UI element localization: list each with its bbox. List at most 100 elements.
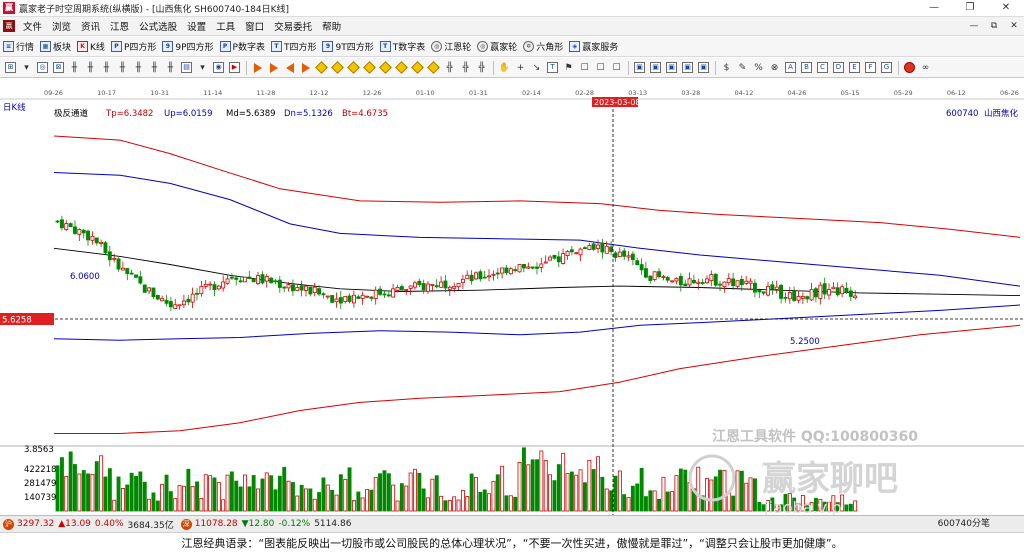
grid-3-icon[interactable]: ╬ [478,62,485,73]
window-4-icon[interactable]: ▣ [680,60,695,75]
draw-tool-19-icon[interactable]: C [815,60,830,75]
marker-3-icon[interactable] [346,60,361,75]
last-bar-icon[interactable] [266,60,281,75]
p-square-icon: P [110,41,122,52]
maximize-button[interactable]: ❐ [965,2,975,13]
window-3-icon[interactable]: ▣ [664,60,679,75]
draw-tool-15-icon[interactable]: ☐ [612,62,621,73]
draw-tool-1-icon[interactable]: ◎ [35,60,50,75]
window-2-icon[interactable]: ▣ [648,60,663,75]
draw-tool-4-icon[interactable]: ╫ [87,62,94,73]
volume-bar [792,497,797,512]
menu-formula[interactable]: 公式选股 [139,22,178,33]
draw-tool-18-icon[interactable]: B [799,60,814,75]
marker-6-icon[interactable] [394,60,409,75]
menu-settings[interactable]: 设置 [187,22,207,33]
hand-icon[interactable]: ✋ [498,62,511,73]
toolbar-label: 板块 [53,43,72,53]
layout-icon[interactable]: ⊞ [3,60,18,75]
toolbar-t-square-button[interactable]: T T四方形 [268,40,320,53]
menu-news[interactable]: 资讯 [81,22,101,33]
minimize-button[interactable]: — [929,2,939,13]
menu-tools[interactable]: 工具 [216,22,236,33]
first-bar-icon[interactable] [250,60,265,75]
volume-bar [508,495,513,512]
draw-tool-14-icon[interactable]: ☐ [596,62,605,73]
crosshair-icon[interactable]: + [516,62,525,73]
menu-file[interactable]: 文件 [23,22,43,33]
flag-icon[interactable]: ▶ [227,60,242,75]
candle-body [779,284,783,299]
toolbar-9p-square-button[interactable]: 9 9P四方形 [159,40,216,53]
draw-tool-5-icon[interactable]: ╫ [103,62,110,73]
menu-gann[interactable]: 江恩 [110,22,130,33]
kline-chart[interactable]: 09-26 10-17 10-31 11-14 11-28 12-12 12-26 01-10… [0,79,1024,517]
text-icon[interactable]: T [545,60,560,75]
grid-2-icon[interactable]: ╬ [462,62,469,73]
draw-tool-23-icon[interactable]: G [879,60,894,75]
child-close-button[interactable]: ✕ [1010,21,1018,31]
candle-body [173,304,178,310]
menu-window[interactable]: 窗口 [245,22,265,33]
menu-help[interactable]: 帮助 [322,22,342,33]
window-1-icon[interactable]: ▣ [632,60,647,75]
percent-icon[interactable]: % [754,62,763,73]
tick-detail-link[interactable]: 600740分笔 [938,516,990,533]
marker-5-icon[interactable] [378,60,393,75]
draw-tool-20-icon[interactable]: D [831,60,846,75]
draw-tool-7-icon[interactable]: ╫ [135,62,142,73]
arrow-icon[interactable]: ↘ [532,62,541,73]
toolbar-kline-button[interactable]: K K线 [74,40,108,53]
toolbar-winner-wheel-button[interactable]: ◎ 赢家轮 [474,40,520,53]
draw-tool-17-icon[interactable]: A [783,60,798,75]
draw-tool-16-icon[interactable]: ⊗ [770,62,779,73]
marker-2-icon[interactable] [330,60,345,75]
toolbar-t-table-button[interactable]: T T数字表 [377,40,429,53]
draw-tool-9-icon[interactable]: ╫ [167,62,174,73]
pencil-icon[interactable]: ✎ [738,62,747,73]
toolbar-gann-wheel-button[interactable]: ◎ 江恩轮 [428,40,474,53]
infinity-icon[interactable]: ∞ [921,62,930,73]
toolbar-service-button[interactable]: ◈ 赢家服务 [566,40,621,53]
dropdown-icon[interactable]: ▾ [24,62,29,73]
candle-body [64,223,69,231]
marker-4-icon[interactable] [362,60,377,75]
next-icon[interactable] [298,60,313,75]
draw-tool-13-icon[interactable]: ☐ [580,62,589,73]
marker-1-icon[interactable] [314,60,329,75]
draw-tool-21-icon[interactable]: E [847,60,862,75]
menu-browse[interactable]: 浏览 [52,22,72,33]
volume-bar [138,471,143,512]
toolbar-hexagon-button[interactable]: ✡ 六角形 [520,40,566,53]
draw-tool-8-icon[interactable]: ╫ [151,62,158,73]
child-minimize-button[interactable]: — [969,21,979,31]
toolbar-quote-button[interactable]: ≡ 行情 [0,40,37,53]
volume-bar [190,486,195,512]
dollar-icon[interactable]: $ [723,62,730,73]
date-axis: 09-26 10-17 10-31 11-14 11-28 12-12 12-26 01-10… [44,89,1019,97]
draw-tool-22-icon[interactable]: F [863,60,878,75]
toolbar-9t-square-button[interactable]: 9 9T四方形 [319,40,376,53]
marker-8-icon[interactable] [426,60,441,75]
draw-tool-12-icon[interactable]: ⚑ [564,62,573,73]
color-wheel-icon[interactable] [902,60,917,75]
candle-body [99,241,104,244]
prev-icon[interactable] [282,60,297,75]
draw-tool-11-icon[interactable]: ◉ [211,60,226,75]
draw-tool-10-icon[interactable]: ▤ [179,60,194,75]
volume-bar [779,504,783,512]
toolbar-p-table-button[interactable]: P P数字表 [217,40,268,53]
toolbar-sector-button[interactable]: ▦ 板块 [37,40,74,53]
draw-tool-2-icon[interactable]: ⊠ [51,60,66,75]
window-5-icon[interactable]: ▣ [696,60,711,75]
child-restore-button[interactable]: ⧉ [990,21,998,31]
kline-chart-area[interactable]: 09-26 10-17 10-31 11-14 11-28 12-12 12-26 01-10… [0,79,1024,517]
draw-tool-3-icon[interactable]: ╫ [71,62,78,73]
marker-7-icon[interactable] [410,60,425,75]
grid-1-icon[interactable]: ╬ [446,62,453,73]
toolbar-p-square-button[interactable]: P P四方形 [108,40,159,53]
menu-trade[interactable]: 交易委托 [274,22,313,33]
close-button[interactable]: ✕ [1001,2,1011,13]
draw-tool-6-icon[interactable]: ╫ [119,62,126,73]
dropdown-2-icon[interactable]: ▾ [200,62,205,73]
